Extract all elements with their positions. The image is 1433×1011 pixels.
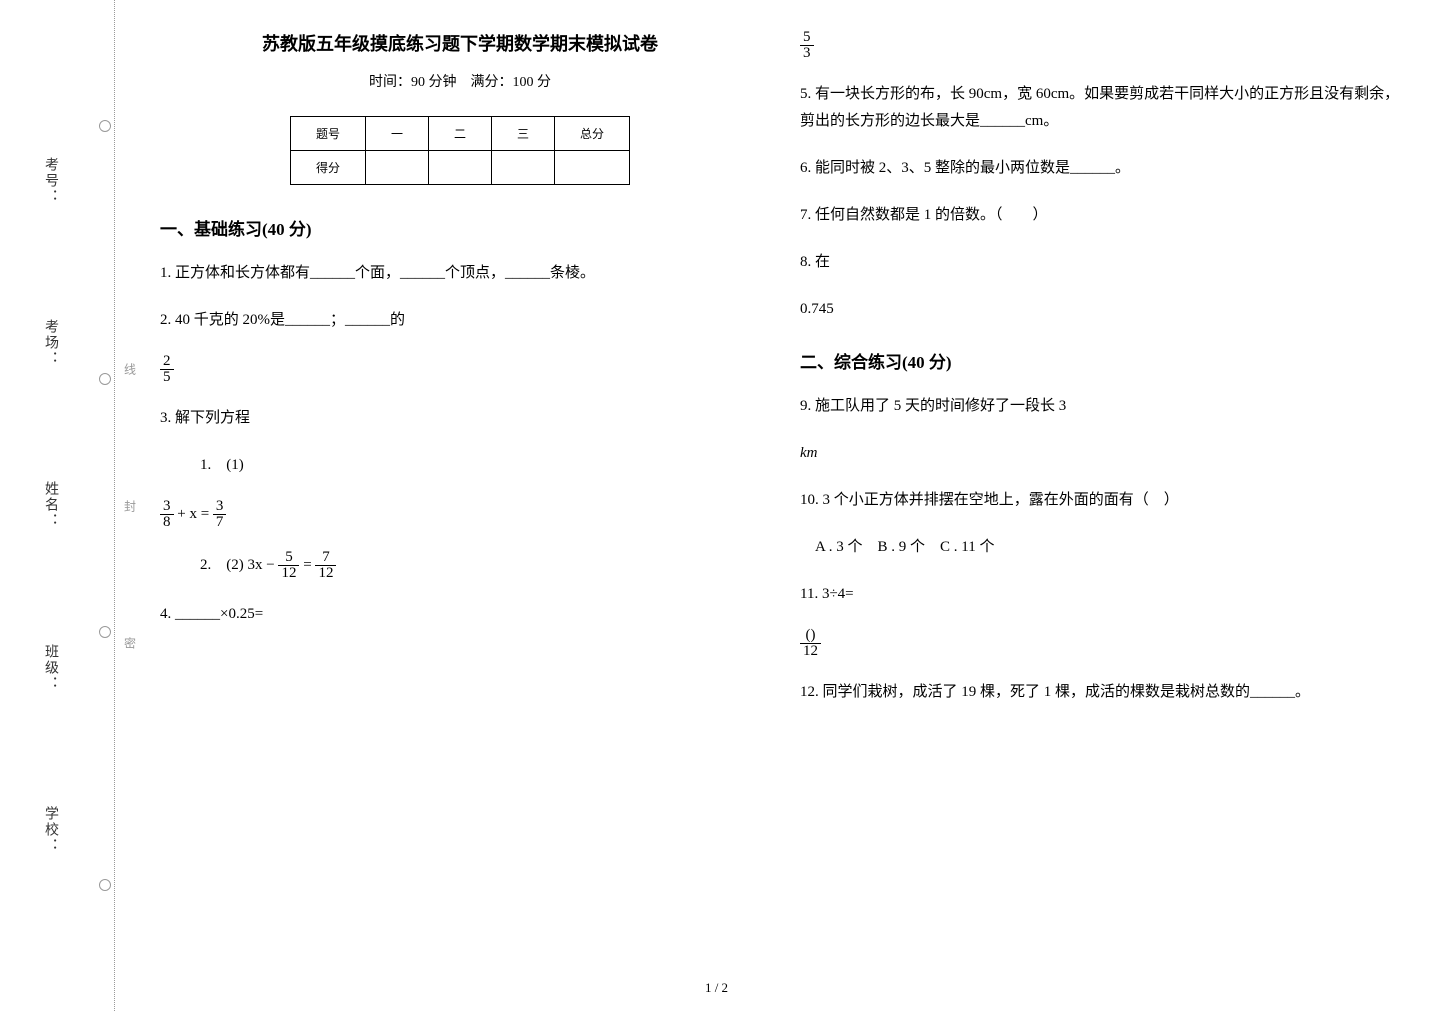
numerator: 3 — [213, 499, 227, 515]
question-10-options: A . 3 个 B . 9 个 C . 11 个 — [800, 534, 1400, 561]
question-10: 10. 3 个小正方体并排摆在空地上，露在外面的面有（ ） — [800, 487, 1400, 514]
table-row: 题号 一 二 三 总分 — [290, 117, 629, 151]
q11-fraction: () 12 — [800, 628, 1400, 659]
question-11: 11. 3÷4= — [800, 581, 1400, 608]
denominator: 3 — [800, 46, 814, 61]
sidebar-labels: 考号： 考场： 姓名： 班级： 学校： — [20, 0, 80, 1011]
question-7: 7. 任何自然数都是 1 的倍数。（ ） — [800, 202, 1400, 229]
row-label-cell: 得分 — [290, 151, 365, 185]
q9-unit: km — [800, 445, 818, 461]
denominator: 7 — [213, 515, 227, 530]
q3-eq1: 3 8 + x = 3 7 — [160, 499, 760, 530]
denominator: 12 — [315, 566, 336, 581]
page-subtitle: 时间：90 分钟 满分：100 分 — [160, 71, 760, 91]
fraction: 5 12 — [278, 550, 299, 581]
numerator: () — [800, 628, 821, 644]
numerator: 3 — [160, 499, 174, 515]
numerator: 5 — [278, 550, 299, 566]
q2-text: 2. 40 千克的 20%是______；______的 — [160, 312, 405, 328]
question-4: 4. ______×0.25= — [160, 601, 760, 628]
question-8b: 0.745 — [800, 296, 1400, 323]
fraction: 2 5 — [160, 354, 174, 385]
binding-words: 线 封 密 — [120, 0, 140, 1011]
numerator: 5 — [800, 30, 814, 46]
header-cell: 三 — [492, 117, 555, 151]
fraction: 3 8 — [160, 499, 174, 530]
fraction: () 12 — [800, 628, 821, 659]
score-cell — [492, 151, 555, 185]
binding-word: 封 — [122, 500, 139, 512]
q4-right-fraction: 5 3 — [800, 30, 1400, 61]
section1-title: 一、基础练习(40 分) — [160, 215, 760, 240]
binding-circle — [99, 626, 111, 638]
question-9: 9. 施工队用了 5 天的时间修好了一段长 3 — [800, 393, 1400, 420]
numerator: 2 — [160, 354, 174, 370]
eq2-c: = — [303, 557, 311, 573]
fraction: 7 12 — [315, 550, 336, 581]
eq2-a: 3x − — [248, 557, 275, 573]
question-3: 3. 解下列方程 — [160, 405, 760, 432]
denominator: 8 — [160, 515, 174, 530]
label-name: 姓名： — [40, 481, 60, 529]
numerator: 7 — [315, 550, 336, 566]
question-6: 6. 能同时被 2、3、5 整除的最小两位数是______。 — [800, 155, 1400, 182]
section2-title: 二、综合练习(40 分) — [800, 348, 1400, 373]
q3-sub1: 1. (1) — [160, 452, 760, 479]
question-12: 12. 同学们栽树，成活了 19 棵，死了 1 棵，成活的棵数是栽树总数的___… — [800, 679, 1400, 706]
binding-circle — [99, 879, 111, 891]
denominator: 12 — [278, 566, 299, 581]
label-exam-room: 考场： — [40, 319, 60, 367]
header-cell: 总分 — [555, 117, 630, 151]
q3-sub2: 2. (2) 3x − 5 12 = 7 12 — [160, 550, 760, 581]
eq-mid: + x = — [177, 506, 209, 522]
right-column: 5 3 5. 有一块长方形的布，长 90cm，宽 60cm。如果要剪成若干同样大… — [800, 30, 1400, 726]
page-title: 苏教版五年级摸底练习题下学期数学期末模拟试卷 — [160, 30, 760, 56]
question-2: 2. 40 千克的 20%是______；______的 — [160, 307, 760, 334]
left-column: 苏教版五年级摸底练习题下学期数学期末模拟试卷 时间：90 分钟 满分：100 分… — [160, 30, 760, 726]
header-cell: 一 — [365, 117, 428, 151]
binding-circle — [99, 120, 111, 132]
denominator: 12 — [800, 644, 821, 659]
label-exam-number: 考号： — [40, 157, 60, 205]
table-row: 得分 — [290, 151, 629, 185]
binding-word: 密 — [122, 637, 139, 649]
q2-fraction: 2 5 — [160, 354, 760, 385]
score-cell — [428, 151, 491, 185]
header-cell: 二 — [428, 117, 491, 151]
fraction: 5 3 — [800, 30, 814, 61]
label-class: 班级： — [40, 644, 60, 692]
score-cell — [365, 151, 428, 185]
binding-line — [95, 0, 115, 1011]
question-9-unit: km — [800, 440, 1400, 467]
score-table: 题号 一 二 三 总分 得分 — [290, 116, 630, 185]
denominator: 5 — [160, 370, 174, 385]
score-cell — [555, 151, 630, 185]
question-1: 1. 正方体和长方体都有______个面，______个顶点，______条棱。 — [160, 260, 760, 287]
question-8: 8. 在 — [800, 249, 1400, 276]
page-number: 1 / 2 — [705, 980, 728, 996]
q3-sub2-label: 2. (2) — [200, 557, 244, 573]
question-5: 5. 有一块长方形的布，长 90cm，宽 60cm。如果要剪成若干同样大小的正方… — [800, 81, 1400, 135]
fraction: 3 7 — [213, 499, 227, 530]
binding-word: 线 — [122, 363, 139, 375]
label-school: 学校： — [40, 806, 60, 854]
header-cell: 题号 — [290, 117, 365, 151]
binding-circle — [99, 373, 111, 385]
content-area: 苏教版五年级摸底练习题下学期数学期末模拟试卷 时间：90 分钟 满分：100 分… — [160, 30, 1410, 726]
